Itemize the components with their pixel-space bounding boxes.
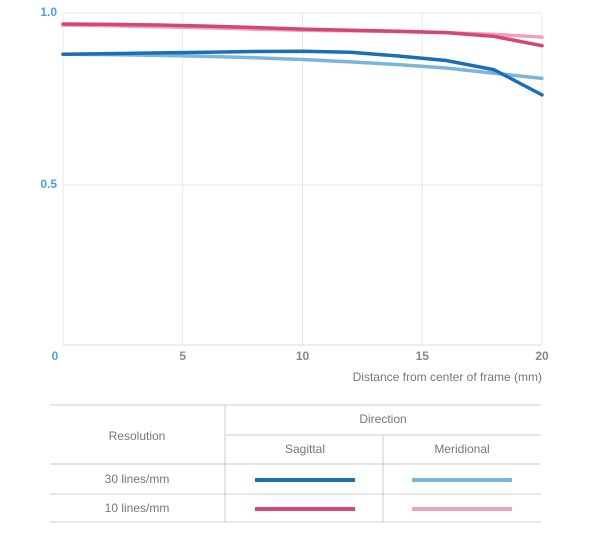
x-tick-label: 20 xyxy=(535,349,549,363)
table-column-header: Sagittal xyxy=(285,442,325,456)
table-column-header: Meridional xyxy=(434,442,489,456)
table-row-header: 10 lines/mm xyxy=(105,501,170,515)
x-tick-label: 5 xyxy=(179,349,186,363)
x-tick-label: 0 xyxy=(52,349,59,363)
line-series xyxy=(61,22,544,48)
line-series xyxy=(61,52,544,81)
table-header: Direction xyxy=(359,412,406,426)
x-tick-label: 15 xyxy=(416,349,430,363)
y-tick-label: 0.5 xyxy=(40,177,57,191)
table-row-header: 30 lines/mm xyxy=(105,472,170,486)
table-header: Resolution xyxy=(109,429,166,443)
line-series xyxy=(61,49,544,97)
x-axis-label: Distance from center of frame (mm) xyxy=(353,370,542,384)
y-tick-label: 1.0 xyxy=(40,5,57,19)
x-tick-label: 10 xyxy=(296,349,310,363)
